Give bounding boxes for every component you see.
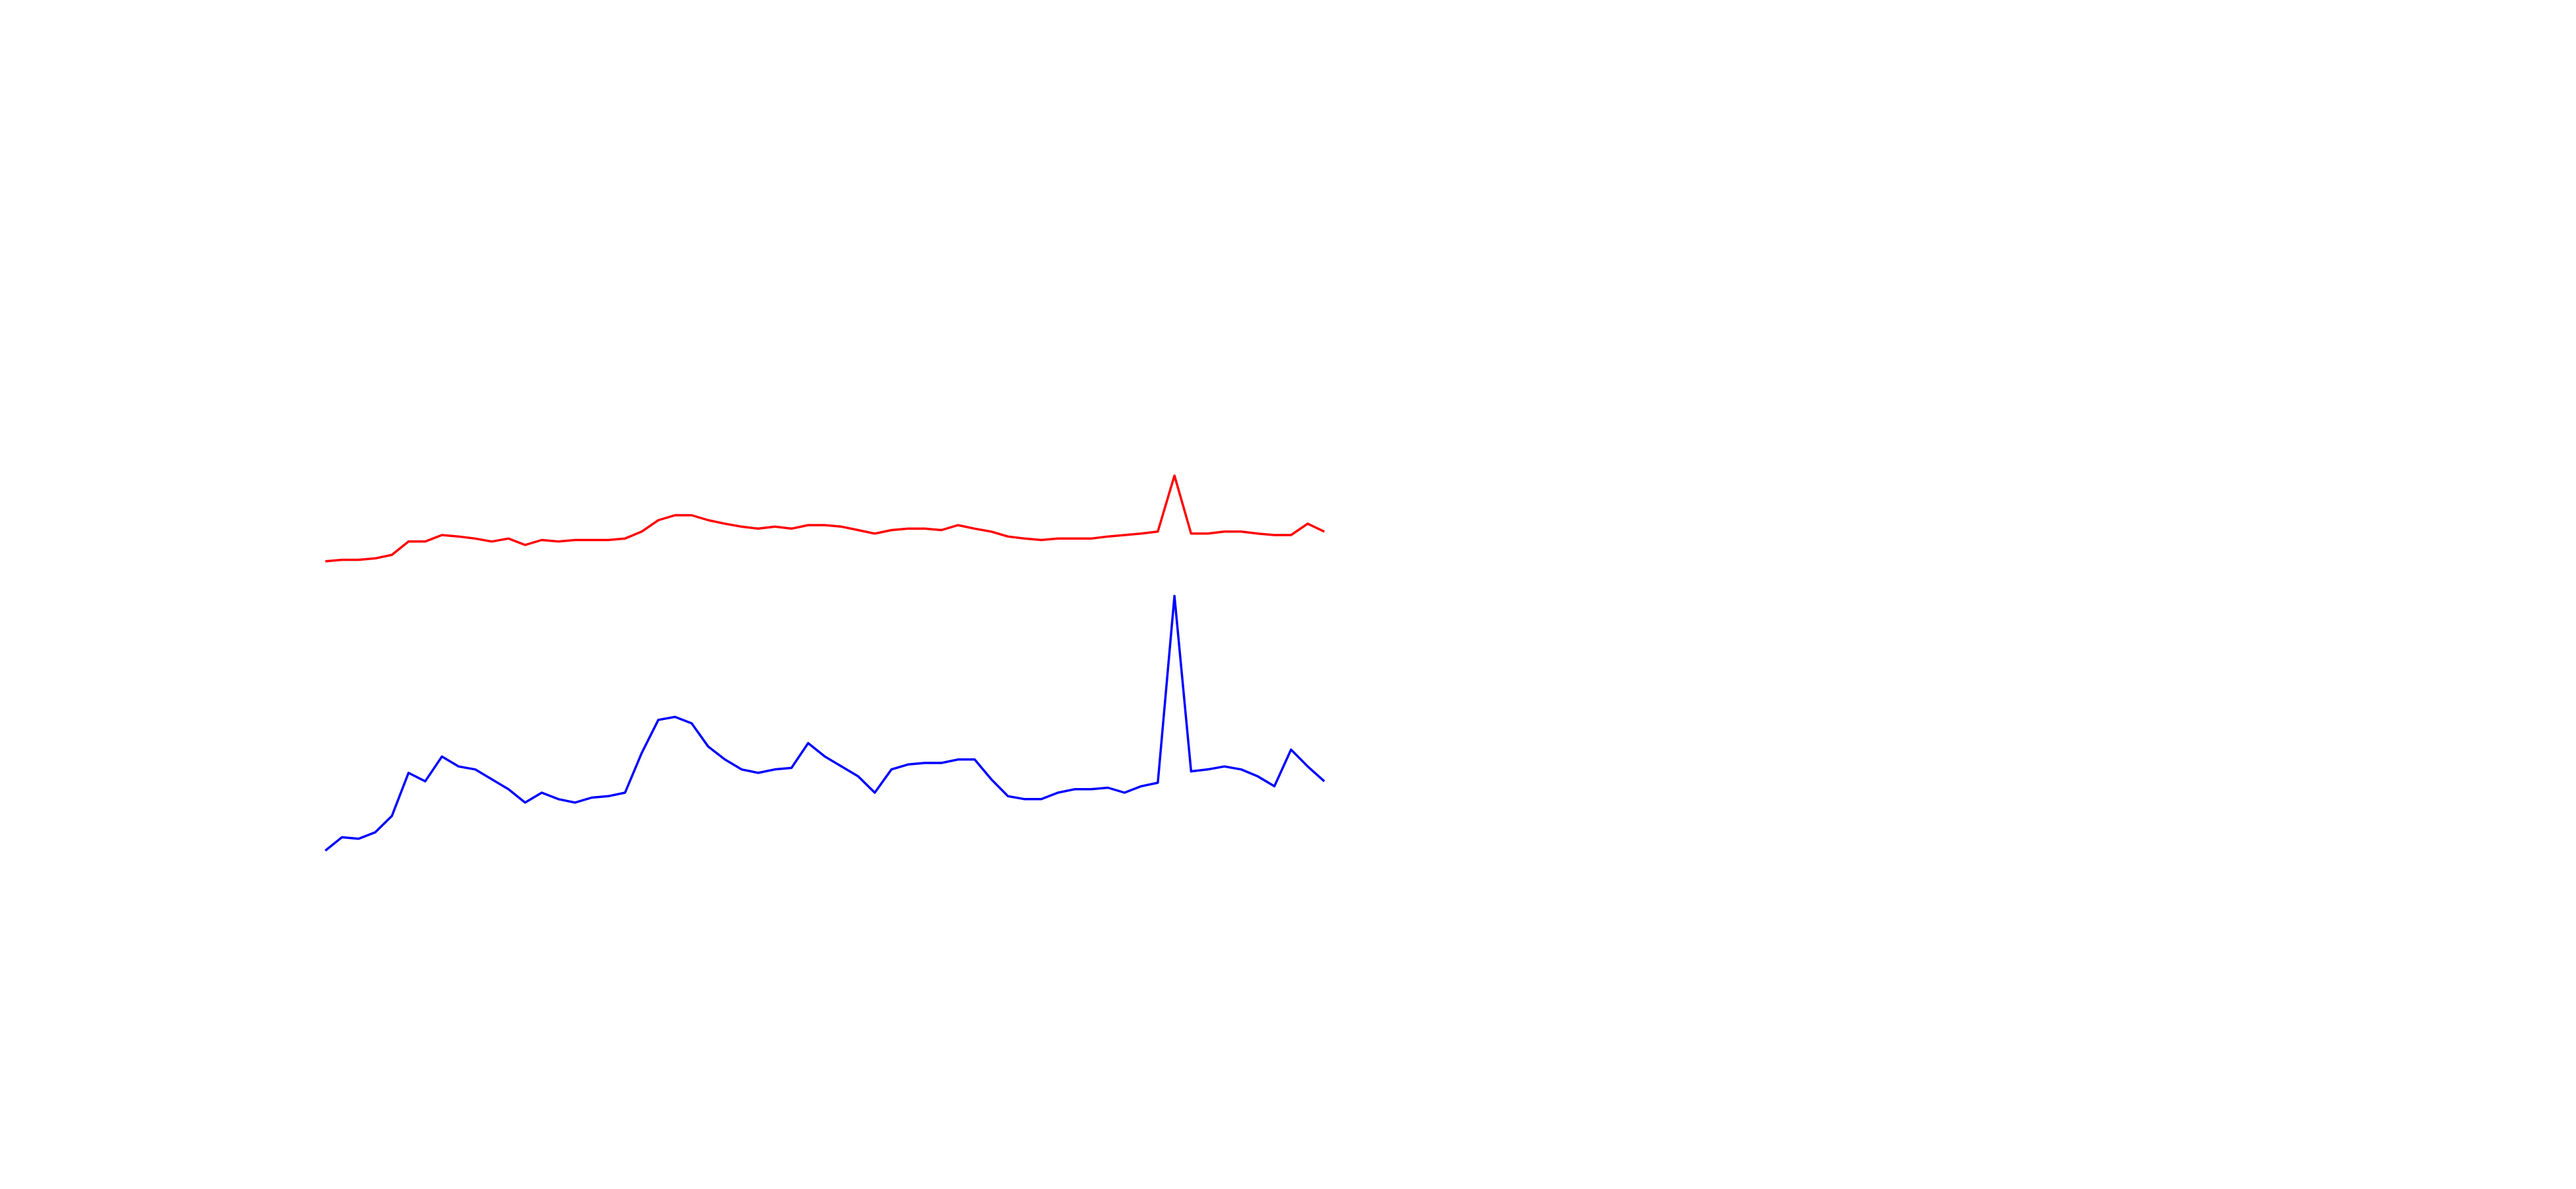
line-series	[325, 474, 1325, 563]
line-series	[324, 594, 1326, 852]
